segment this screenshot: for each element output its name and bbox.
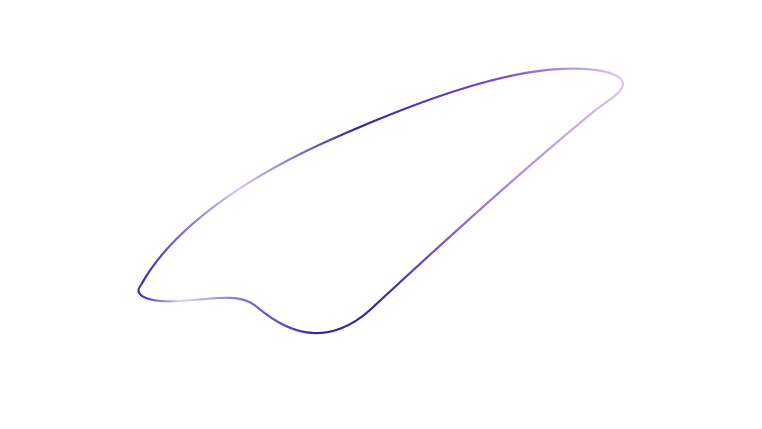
- loop-upper-arc: [139, 67, 625, 287]
- loop-lower-return: [137, 82, 625, 335]
